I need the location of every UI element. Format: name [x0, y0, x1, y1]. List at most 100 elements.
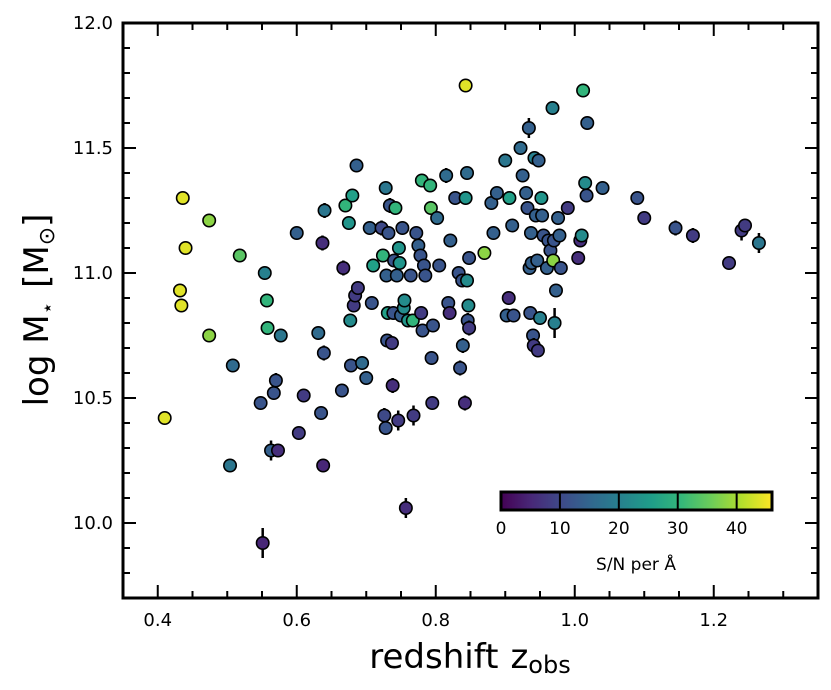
data-point	[430, 211, 445, 226]
data-point	[202, 328, 217, 343]
data-point	[423, 178, 438, 193]
y-axis-title-sub: ⋆	[35, 302, 59, 315]
data-point	[350, 280, 365, 295]
x-axis-title-sub: obs	[528, 651, 570, 679]
data-point	[362, 221, 377, 236]
data-point	[341, 216, 356, 231]
data-point	[259, 293, 274, 308]
y-tick-label: 11.0	[73, 263, 113, 284]
y-axis-title-text: log M	[17, 314, 57, 406]
data-point	[580, 116, 595, 131]
data-point	[223, 458, 238, 473]
data-point	[462, 251, 477, 266]
data-point	[174, 298, 189, 313]
y-tick-label: 12.0	[73, 13, 113, 34]
data-point	[574, 228, 589, 243]
data-point	[389, 268, 404, 283]
data-point	[502, 191, 517, 206]
data-point	[253, 395, 268, 410]
data-point	[366, 258, 381, 273]
colorbar-tick-label: 20	[608, 519, 630, 539]
data-point	[505, 218, 520, 233]
data-point	[453, 360, 468, 375]
data-point	[439, 168, 454, 183]
data-point	[316, 345, 331, 360]
data-point	[534, 191, 549, 206]
y-tick-label: 11.5	[73, 138, 113, 159]
data-point	[178, 241, 193, 256]
data-point	[317, 203, 332, 218]
data-point	[515, 168, 530, 183]
colorbar-label: S/N per Å	[596, 553, 676, 575]
data-point	[343, 313, 358, 328]
data-point	[498, 153, 513, 168]
data-point	[460, 166, 475, 181]
data-point	[551, 211, 566, 226]
data-point	[477, 246, 492, 261]
data-point	[270, 443, 285, 458]
data-point	[255, 535, 270, 550]
data-point	[336, 260, 351, 275]
x-tick-label: 1.2	[699, 610, 728, 631]
data-point	[595, 181, 610, 196]
data-point	[458, 191, 473, 206]
data-point	[266, 385, 281, 400]
colorbar-gradient	[499, 490, 774, 512]
data-point	[457, 395, 472, 410]
colorbar-ticks: 0 10 20 30 40	[496, 492, 748, 539]
data-point	[315, 236, 330, 251]
y-tick-label: 10.0	[73, 513, 113, 534]
data-point	[291, 425, 306, 440]
data-point	[398, 500, 413, 515]
data-point	[355, 355, 370, 370]
x-axis-title-symbol: z	[510, 637, 528, 677]
data-point	[377, 408, 392, 423]
data-point	[443, 233, 458, 248]
data-point	[418, 268, 433, 283]
data-point	[378, 420, 393, 435]
data-point	[432, 258, 447, 273]
data-point	[751, 236, 766, 251]
data-point	[289, 226, 304, 241]
x-tick-labels: 0.4 0.6 0.8 1.0 1.2	[143, 610, 728, 631]
data-point	[532, 310, 547, 325]
y-axis-unit-sub: ⊙	[35, 227, 60, 245]
data-point	[523, 226, 538, 241]
y-axis-unit-close: ]	[17, 214, 57, 227]
x-axis-title-text: redshift	[369, 637, 498, 677]
data-point	[392, 255, 407, 270]
data-point	[395, 221, 410, 236]
data-point	[391, 241, 406, 256]
data-point	[547, 315, 562, 330]
data-point	[530, 343, 545, 358]
data-point	[576, 83, 591, 98]
x-tick-label: 0.6	[282, 610, 311, 631]
data-point	[406, 408, 421, 423]
data-point	[364, 295, 379, 310]
data-point	[455, 338, 470, 353]
data-point	[423, 201, 438, 216]
data-point	[560, 201, 575, 216]
data-point	[545, 101, 560, 116]
data-point	[359, 370, 374, 385]
data-point	[409, 226, 424, 241]
data-point	[462, 320, 477, 335]
data-point	[414, 305, 429, 320]
data-point	[486, 226, 501, 241]
data-point	[513, 141, 528, 156]
colorbar-tick-label: 40	[726, 519, 748, 539]
y-tick-label: 10.5	[73, 388, 113, 409]
data-point	[521, 121, 536, 136]
data-point	[175, 191, 190, 206]
data-point	[260, 320, 275, 335]
data-point	[381, 226, 396, 241]
data-point	[375, 248, 390, 263]
axis-ticks	[122, 22, 819, 599]
y-tick-labels: 10.0 10.5 11.0 11.5 12.0	[73, 13, 113, 534]
data-point	[578, 176, 593, 191]
data-point	[530, 253, 545, 268]
x-tick-label: 0.8	[421, 610, 450, 631]
data-point	[343, 358, 358, 373]
data-points	[157, 78, 766, 558]
